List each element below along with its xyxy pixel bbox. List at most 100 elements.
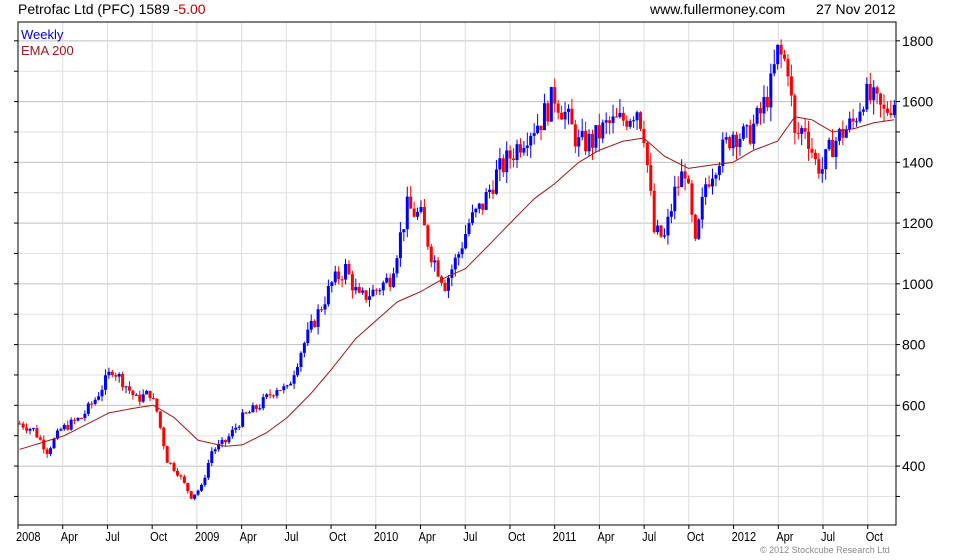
candle-up xyxy=(635,112,639,121)
candle-up xyxy=(604,120,608,123)
candle-down xyxy=(584,130,588,152)
candle-down xyxy=(179,475,183,477)
candle-down xyxy=(652,190,656,233)
candle-up xyxy=(529,135,533,146)
candle-up xyxy=(820,169,824,174)
candle-up xyxy=(563,111,567,120)
candle-down xyxy=(539,125,543,131)
candle-up xyxy=(76,417,80,421)
candle-up xyxy=(227,436,231,443)
candle-down xyxy=(422,207,426,226)
candle-up xyxy=(248,412,252,414)
candle-up xyxy=(474,208,478,213)
x-tick-label: Apr xyxy=(240,529,257,544)
candle-up xyxy=(721,139,725,167)
candle-down xyxy=(254,405,258,409)
candle-up xyxy=(398,232,402,259)
candle-up xyxy=(141,394,145,402)
candle-down xyxy=(645,143,649,166)
candle-up xyxy=(714,175,718,179)
candle-up xyxy=(395,258,399,274)
candle-up xyxy=(93,399,97,404)
candle-up xyxy=(282,386,286,391)
candle-up xyxy=(717,166,721,176)
candle-down xyxy=(868,83,872,101)
candle-up xyxy=(700,196,704,220)
candle-down xyxy=(340,279,344,281)
candle-up xyxy=(666,216,670,236)
candle-down xyxy=(443,282,447,291)
site-url[interactable]: www.fullermoney.com xyxy=(650,1,786,17)
candle-up xyxy=(107,371,111,376)
ticker-price: Petrofac Ltd (PFC) 1589 xyxy=(18,1,170,17)
candle-up xyxy=(392,273,396,288)
candle-up xyxy=(220,439,224,444)
candle-up xyxy=(145,390,149,395)
candle-up xyxy=(330,282,334,286)
candle-down xyxy=(45,449,49,454)
candle-up xyxy=(333,271,337,283)
candle-down xyxy=(608,120,612,123)
candle-up xyxy=(536,125,540,134)
candle-up xyxy=(289,383,293,386)
candle-up xyxy=(656,225,660,233)
candle-up xyxy=(117,373,121,377)
candle-up xyxy=(477,203,481,209)
candle-down xyxy=(388,277,392,288)
candle-down xyxy=(687,178,691,184)
candle-up xyxy=(566,108,570,112)
candle-up xyxy=(196,490,200,495)
x-tick-label: Jul xyxy=(284,529,298,544)
candle-up xyxy=(368,296,372,300)
candle-up xyxy=(662,235,666,237)
candle-up xyxy=(62,424,66,430)
candle-up xyxy=(704,184,708,197)
candle-down xyxy=(570,108,574,125)
candle-down xyxy=(851,118,855,122)
candle-down xyxy=(138,394,142,402)
candle-down xyxy=(491,189,495,194)
candle-up xyxy=(134,394,138,396)
candle-up xyxy=(522,147,526,153)
candle-up xyxy=(872,87,876,101)
candle-up xyxy=(525,145,529,148)
candle-up xyxy=(299,352,303,367)
candle-up xyxy=(580,130,584,138)
candle-down xyxy=(66,424,70,430)
candle-up xyxy=(594,125,598,148)
candle-up xyxy=(711,178,715,187)
candle-up xyxy=(103,375,107,390)
candle-down xyxy=(556,103,560,113)
candle-down xyxy=(590,133,594,148)
candle-down xyxy=(268,394,272,396)
candle-down xyxy=(831,139,835,158)
axes: 400 600 800 1000 1200 1400 1600 1800 2008 Apr Jul O… xyxy=(14,33,933,544)
y-tick-label: 1600 xyxy=(902,94,933,110)
candle-down xyxy=(882,104,886,109)
x-tick-label: Oct xyxy=(687,529,705,544)
candle-down xyxy=(512,158,516,161)
candle-down xyxy=(817,159,821,174)
x-tick-label: Jul xyxy=(463,529,477,544)
candle-up xyxy=(433,260,437,263)
candle-down xyxy=(364,290,368,300)
candle-up xyxy=(100,389,104,397)
candle-up xyxy=(673,186,677,212)
candle-down xyxy=(518,144,522,153)
candle-down xyxy=(186,482,190,492)
candle-down xyxy=(793,95,797,133)
candle-up xyxy=(210,451,214,464)
candle-up xyxy=(234,427,238,430)
candle-down xyxy=(158,411,162,428)
candle-down xyxy=(18,423,22,425)
candle-up xyxy=(49,448,53,454)
candle-down xyxy=(625,120,629,127)
candle-down xyxy=(693,214,697,239)
candle-down xyxy=(841,129,845,138)
candle-up xyxy=(275,390,279,396)
candle-down xyxy=(786,58,790,77)
candle-up xyxy=(237,426,241,428)
candle-down xyxy=(560,112,564,120)
candle-down xyxy=(337,271,341,280)
candle-up xyxy=(83,413,87,418)
